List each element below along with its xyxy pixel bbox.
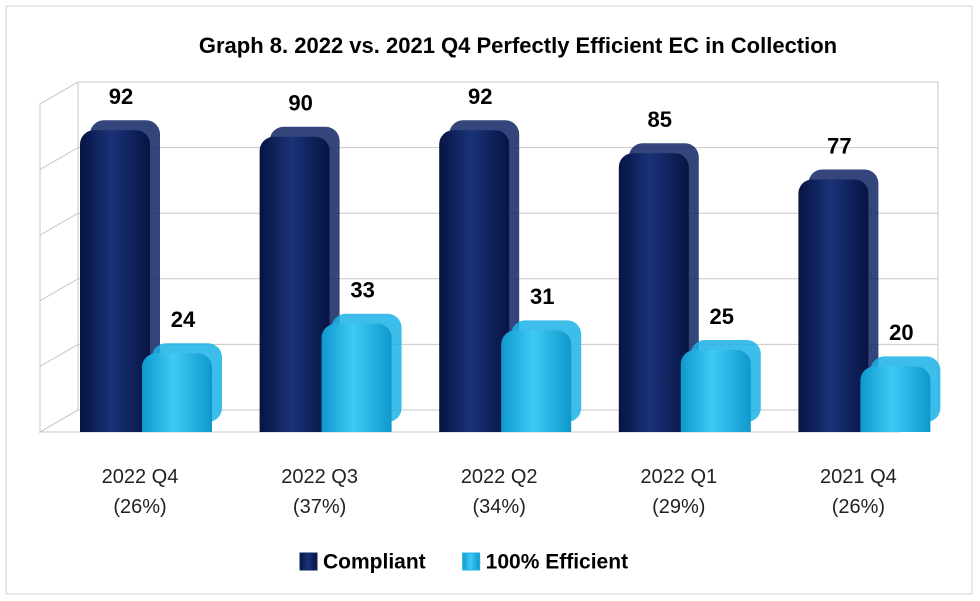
data-label: 31 [530, 284, 554, 309]
bar-face [501, 330, 572, 432]
bar-face [680, 350, 751, 432]
side-wall [39, 81, 79, 433]
bar-face [618, 418, 689, 432]
bar-face [680, 418, 751, 432]
bar-face [142, 353, 212, 432]
bar [142, 343, 222, 432]
bar-face [860, 366, 931, 432]
bar-face [439, 418, 510, 432]
side-grid-line [39, 278, 79, 302]
x-tick-label: 2022 Q4 (26%) [101, 466, 179, 518]
bar-face [798, 179, 869, 432]
x-tick-label: 2022 Q3 (37%) [281, 466, 358, 518]
legend-swatch [462, 552, 481, 571]
x-tick-label: 2022 Q1 (29%) [640, 466, 718, 518]
data-label: 33 [350, 278, 374, 303]
bar-face [618, 153, 689, 432]
data-label: 20 [889, 320, 913, 345]
x-tick-label: 2022 Q2 (34%) [460, 466, 538, 518]
bar [80, 120, 160, 433]
legend-label: 100% Efficient [486, 551, 628, 574]
bar-face [80, 418, 150, 432]
legend-swatch [299, 552, 318, 571]
bar-face [321, 418, 392, 432]
side-grid-line [39, 212, 79, 236]
data-label: 85 [648, 107, 672, 132]
bar-face [142, 418, 212, 432]
bar-face [259, 418, 330, 432]
chart-title: Graph 8. 2022 vs. 2021 Q4 Perfectly Effi… [199, 33, 837, 58]
legend-label: Compliant [323, 551, 426, 574]
side-grid-line [39, 343, 79, 367]
data-label: 92 [468, 84, 492, 109]
bar [501, 320, 582, 432]
bar-face [80, 130, 150, 433]
data-label: 24 [171, 307, 196, 332]
bar-face [439, 130, 510, 433]
data-label: 25 [710, 304, 734, 329]
bar-face [501, 418, 572, 432]
bar-face [259, 136, 330, 433]
bar [860, 356, 941, 432]
bar [618, 143, 699, 432]
x-tick-label: 2021 Q4 (26%) [820, 466, 897, 518]
data-label: 92 [109, 84, 133, 109]
data-label: 77 [827, 133, 851, 158]
side-grid-line [39, 81, 79, 105]
side-grid-line [39, 147, 79, 171]
bar [680, 340, 761, 432]
bar-face [798, 418, 869, 432]
data-label: 90 [288, 91, 312, 116]
bar-face [321, 323, 392, 432]
side-grid-line [39, 409, 79, 433]
bar [321, 313, 402, 432]
bar [798, 169, 879, 432]
bar-face [860, 418, 931, 432]
